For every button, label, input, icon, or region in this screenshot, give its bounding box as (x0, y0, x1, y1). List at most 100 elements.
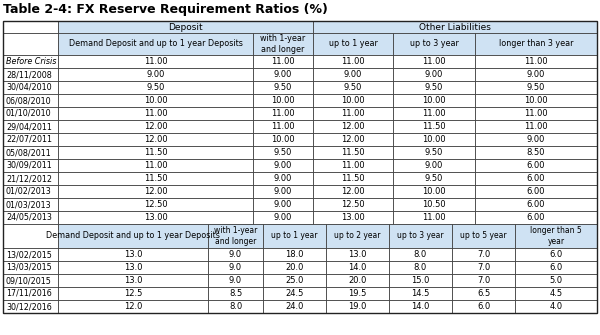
Text: 9.00: 9.00 (274, 70, 292, 79)
Bar (515, 224, 597, 248)
Text: with 1-year
and longer: with 1-year and longer (260, 34, 305, 54)
Bar (3, 274, 58, 287)
Bar (313, 146, 393, 159)
Bar (393, 55, 475, 68)
Text: 9.00: 9.00 (274, 187, 292, 196)
Bar (3, 261, 58, 274)
Bar (326, 287, 389, 300)
Bar (452, 300, 515, 313)
Bar (313, 172, 393, 185)
Bar (393, 120, 475, 133)
Text: 24/05/2013: 24/05/2013 (6, 213, 52, 222)
Bar (515, 274, 597, 287)
Text: 14.5: 14.5 (412, 289, 430, 298)
Bar (263, 261, 326, 274)
Bar (3, 68, 58, 81)
Text: 11.50: 11.50 (422, 122, 446, 131)
Text: 12.00: 12.00 (143, 135, 167, 144)
Bar (263, 248, 326, 261)
Text: Before Crisis: Before Crisis (6, 57, 56, 66)
Bar (515, 274, 597, 287)
Bar (475, 81, 597, 94)
Bar (452, 224, 515, 248)
Bar (393, 81, 475, 94)
Bar (3, 248, 58, 261)
Bar (475, 133, 597, 146)
Text: 10.00: 10.00 (143, 96, 167, 105)
Text: 6.00: 6.00 (527, 213, 545, 222)
Text: longer than 5
year: longer than 5 year (530, 226, 582, 246)
Bar (58, 248, 208, 261)
Bar (253, 159, 313, 172)
Bar (253, 185, 313, 198)
Bar (452, 261, 515, 274)
Text: 24.5: 24.5 (286, 289, 304, 298)
Text: 13/03/2015: 13/03/2015 (6, 263, 52, 272)
Bar (326, 224, 389, 248)
Bar (3, 300, 58, 313)
Bar (393, 107, 475, 120)
Bar (313, 172, 393, 185)
Bar (58, 159, 253, 172)
Bar (393, 172, 475, 185)
Text: 11.00: 11.00 (271, 122, 295, 131)
Bar (58, 185, 253, 198)
Text: 11.00: 11.00 (422, 213, 446, 222)
Text: 11.00: 11.00 (422, 57, 446, 66)
Text: 9.50: 9.50 (425, 83, 443, 92)
Bar (389, 300, 452, 313)
Text: 7.0: 7.0 (477, 250, 490, 259)
Bar (58, 224, 208, 248)
Text: 9.00: 9.00 (527, 135, 545, 144)
Text: 6.00: 6.00 (527, 161, 545, 170)
Bar (263, 261, 326, 274)
Bar (389, 248, 452, 261)
Bar (3, 133, 58, 146)
Bar (58, 172, 253, 185)
Text: 10.00: 10.00 (341, 96, 365, 105)
Bar (253, 94, 313, 107)
Bar (452, 287, 515, 300)
Text: 4.5: 4.5 (550, 289, 563, 298)
Text: 9.0: 9.0 (229, 250, 242, 259)
Text: 10.00: 10.00 (524, 96, 548, 105)
Bar (3, 172, 58, 185)
Text: 24.0: 24.0 (286, 302, 304, 311)
Text: 8.5: 8.5 (229, 289, 242, 298)
Bar (515, 248, 597, 261)
Bar (58, 133, 253, 146)
Bar (389, 287, 452, 300)
Bar (3, 107, 58, 120)
Bar (253, 33, 313, 55)
Bar (452, 248, 515, 261)
Bar (452, 287, 515, 300)
Text: Table 2-4: FX Reserve Requirement Ratios (%): Table 2-4: FX Reserve Requirement Ratios… (3, 3, 328, 16)
Bar (58, 120, 253, 133)
Bar (452, 300, 515, 313)
Bar (253, 172, 313, 185)
Bar (313, 33, 393, 55)
Bar (253, 33, 313, 55)
Bar (326, 287, 389, 300)
Bar (393, 198, 475, 211)
Bar (263, 287, 326, 300)
Bar (3, 146, 58, 159)
Bar (58, 21, 313, 33)
Bar (58, 146, 253, 159)
Bar (313, 55, 393, 68)
Bar (475, 159, 597, 172)
Text: 13/02/2015: 13/02/2015 (6, 250, 52, 259)
Bar (475, 172, 597, 185)
Bar (58, 198, 253, 211)
Text: 7.0: 7.0 (477, 276, 490, 285)
Text: 13.0: 13.0 (124, 263, 142, 272)
Bar (313, 146, 393, 159)
Text: 12.00: 12.00 (143, 122, 167, 131)
Bar (475, 159, 597, 172)
Text: 10.00: 10.00 (422, 135, 446, 144)
Text: 11.00: 11.00 (341, 109, 365, 118)
Bar (313, 185, 393, 198)
Text: 6.0: 6.0 (550, 263, 563, 272)
Bar (452, 261, 515, 274)
Bar (313, 120, 393, 133)
